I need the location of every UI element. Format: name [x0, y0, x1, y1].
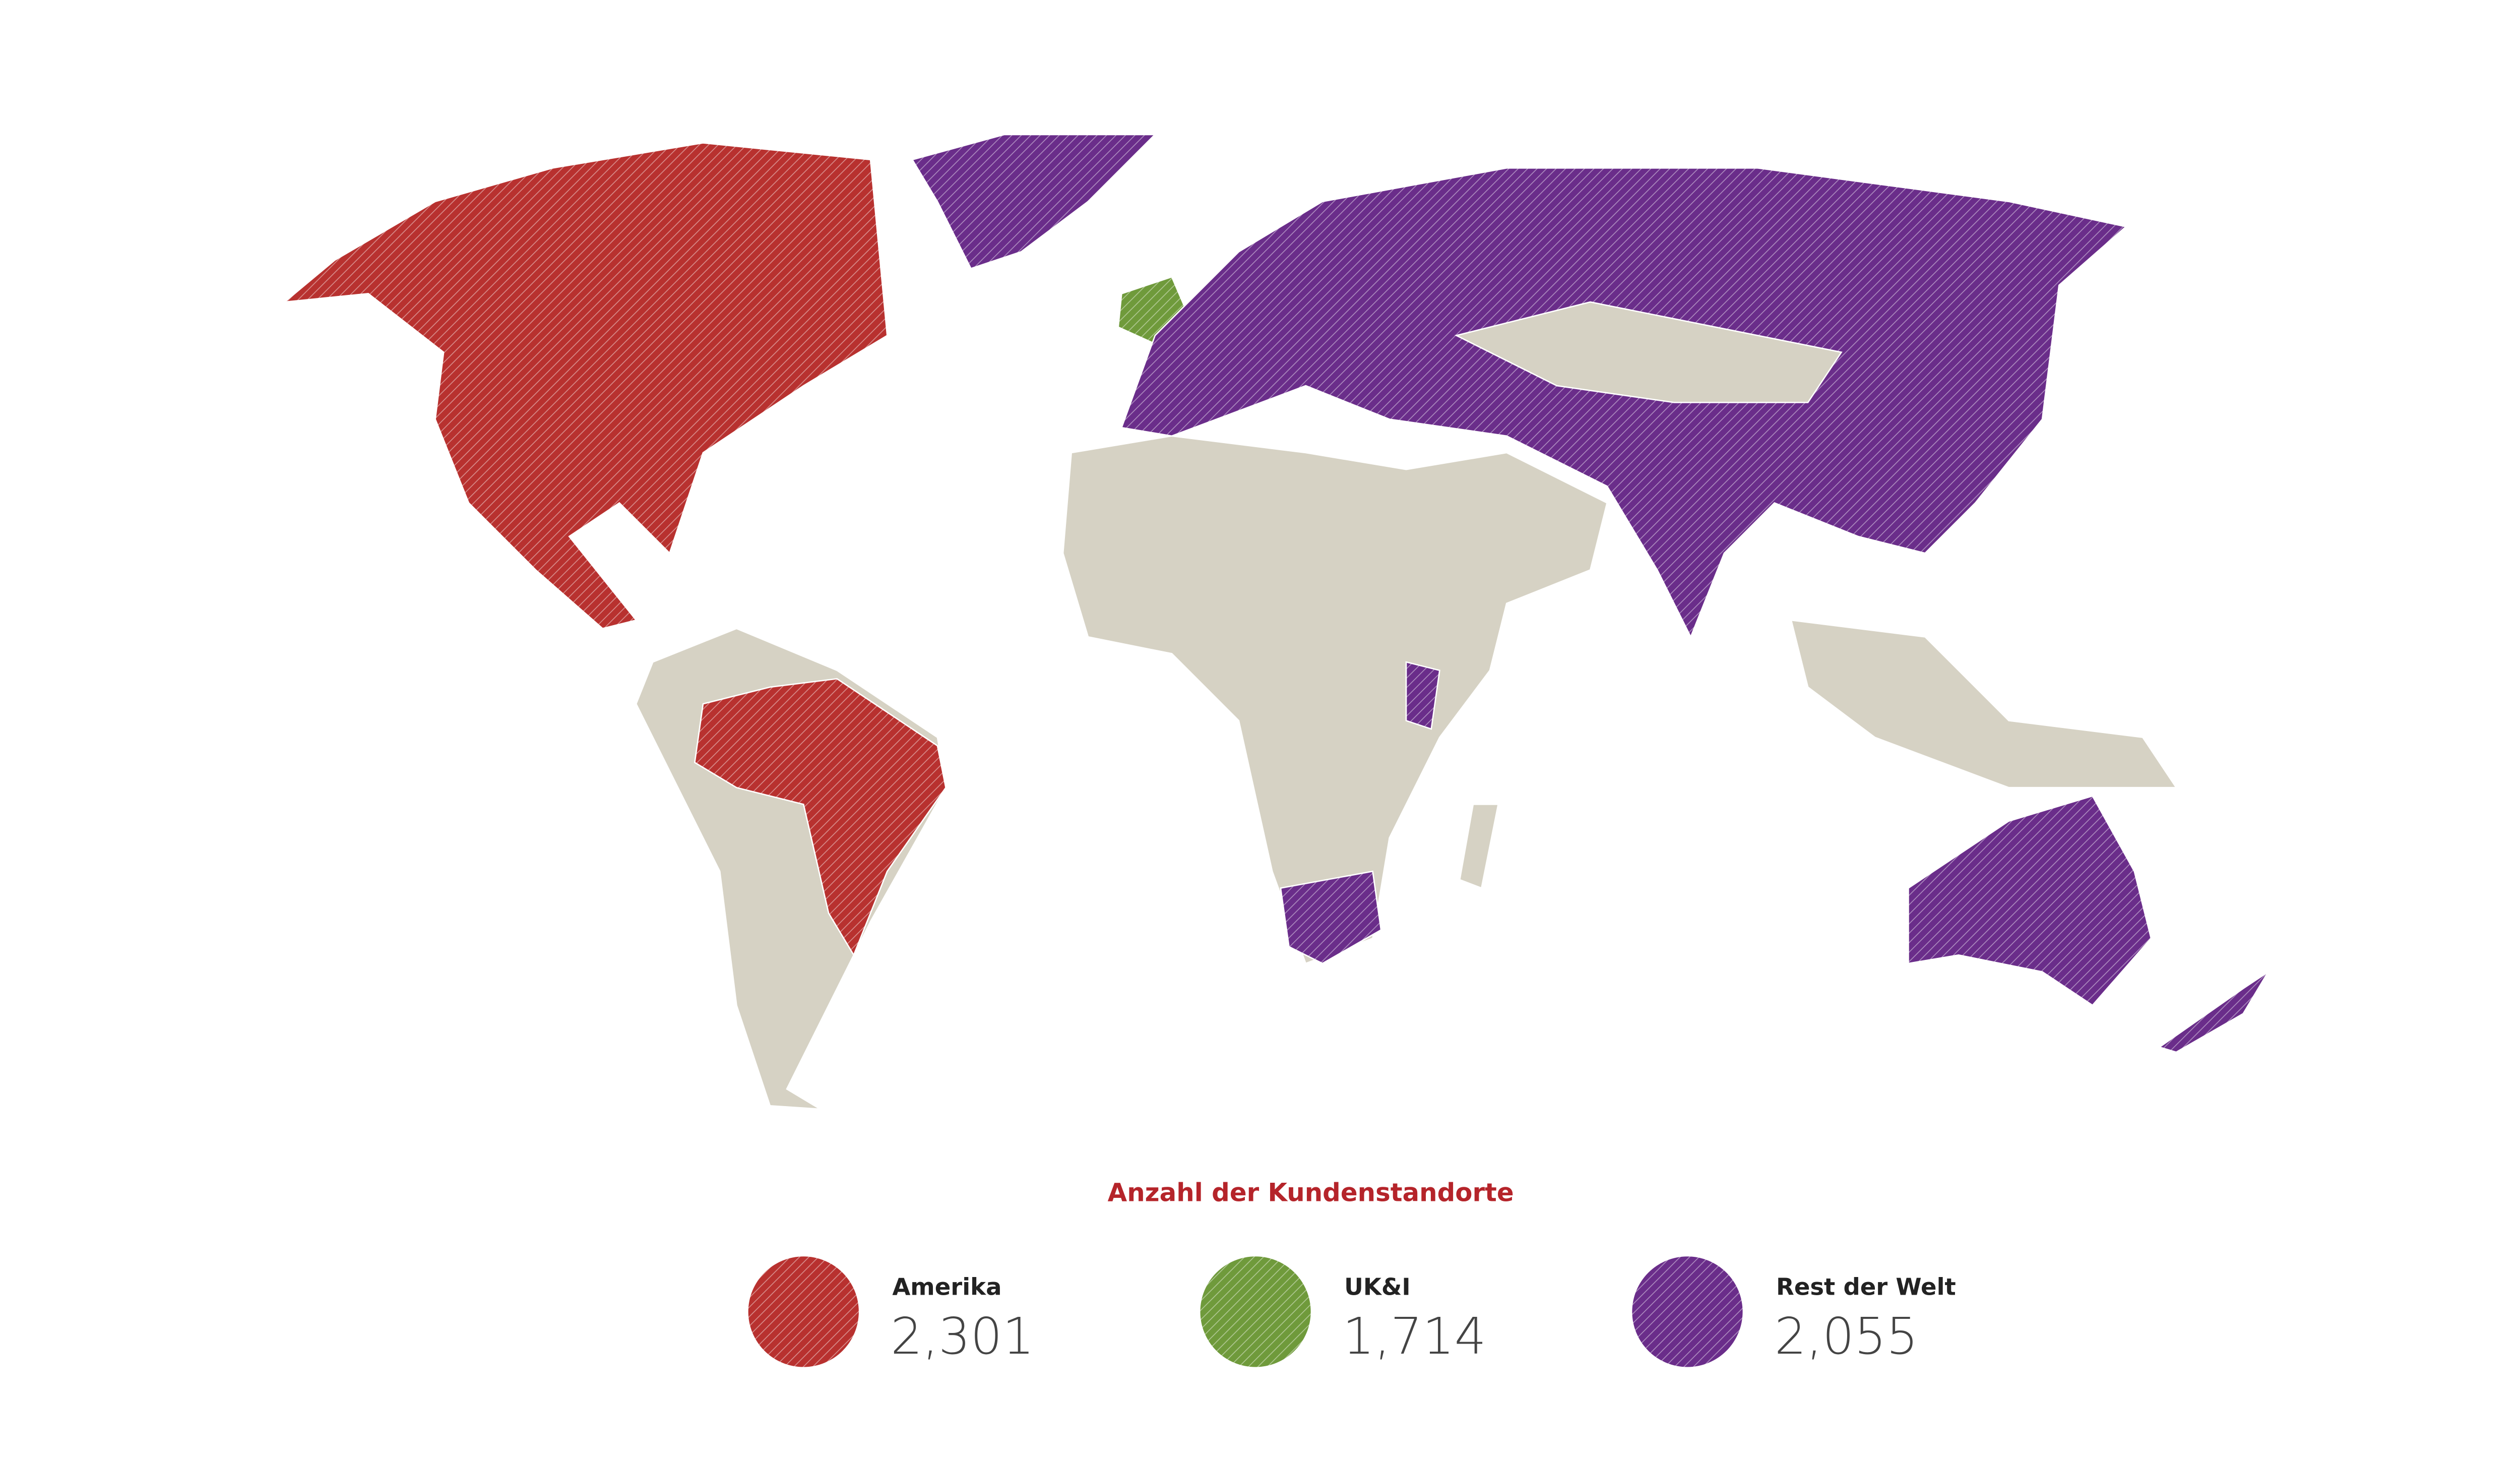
map	[282, 134, 2269, 1110]
legend-label: UK&I	[1344, 1273, 1411, 1301]
madagascar	[1459, 804, 1499, 889]
legend-swatch	[748, 1256, 859, 1367]
legend-swatch	[1200, 1256, 1311, 1367]
australia	[1908, 795, 2152, 1006]
north-america	[282, 142, 888, 630]
legend-swatch	[1632, 1256, 1743, 1367]
central-asia	[1454, 301, 1843, 403]
south-africa	[1280, 870, 1382, 964]
legend-value: 2,055	[1775, 1308, 1918, 1366]
europe-russia-asia	[1120, 167, 2128, 639]
legend-title: Anzahl der Kundenstandorte	[1108, 1178, 1514, 1207]
brazil	[694, 678, 947, 957]
new-zealand	[2158, 971, 2269, 1053]
legend-value: 2,301	[891, 1308, 1034, 1366]
legend-label: Amerika	[892, 1273, 1001, 1301]
legend-label: Rest der Welt	[1776, 1273, 1956, 1301]
legend-value: 1,714	[1343, 1308, 1486, 1366]
southeast-asia	[1790, 619, 2178, 788]
africa-middle-east	[1062, 435, 1608, 964]
kenya	[1405, 661, 1440, 730]
legend: Amerika 2,301 UK&I 1,714 Rest der Welt 2,055	[748, 1256, 1956, 1367]
greenland	[911, 134, 1157, 270]
